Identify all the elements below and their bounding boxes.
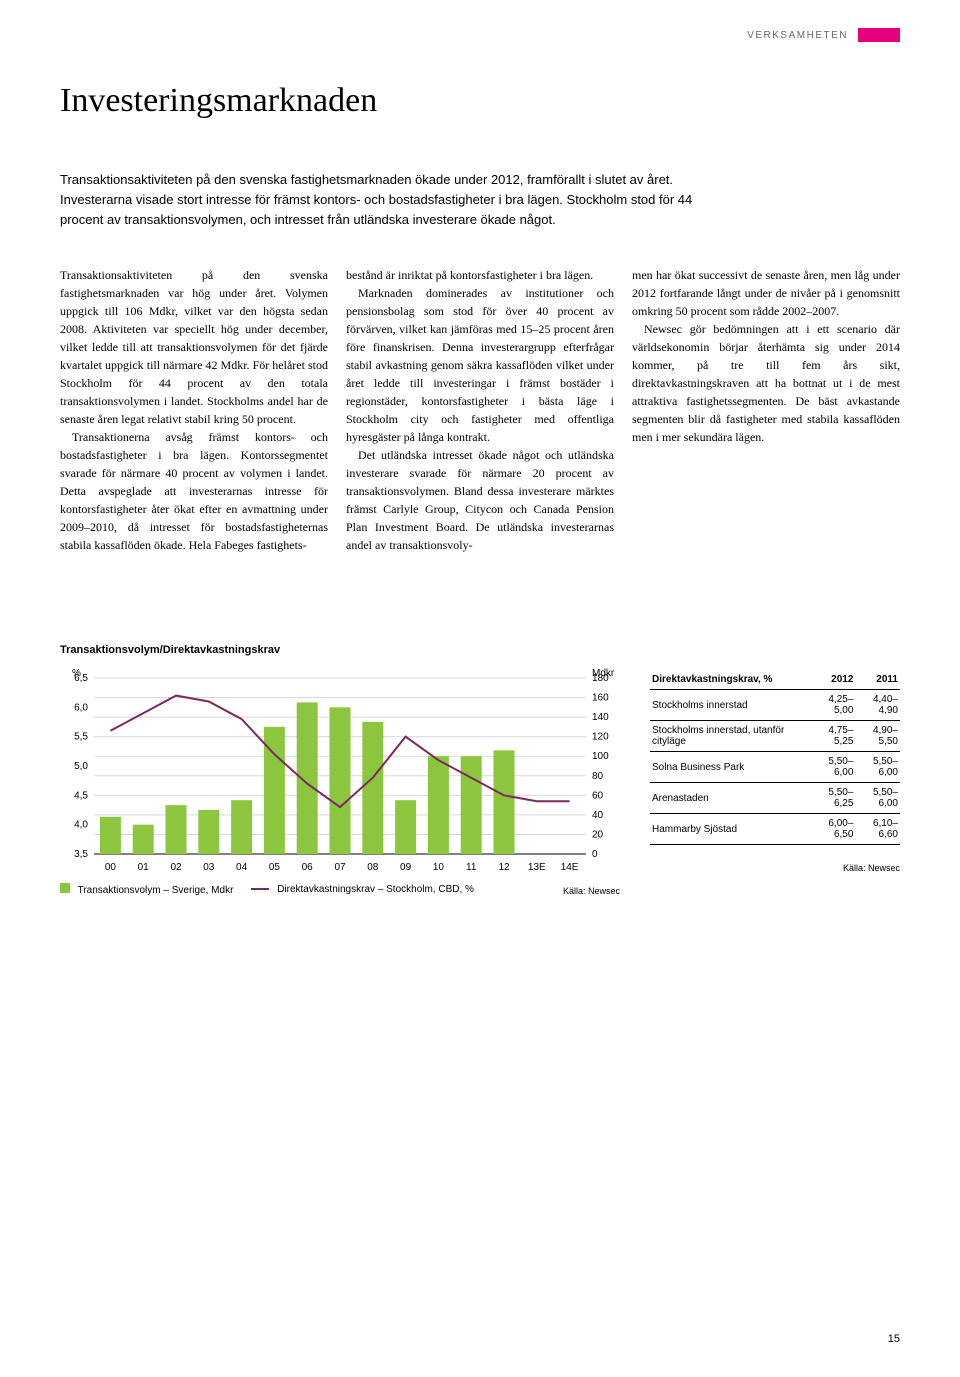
- svg-text:12: 12: [498, 862, 510, 873]
- legend-line: [251, 888, 269, 890]
- svg-text:05: 05: [269, 862, 281, 873]
- table-cell: 5,50–6,00: [855, 752, 900, 783]
- header-label: VERKSAMHETEN: [747, 30, 848, 41]
- column-3: men har ökat successivt de senaste åren,…: [632, 266, 900, 554]
- chart-section: Transaktionsvolym/Direktavkastningskrav …: [60, 644, 900, 896]
- table-header-row: Direktavkastningskrav, % 2012 2011: [650, 670, 900, 690]
- body-text: Transaktionerna avsåg främst kontors- oc…: [60, 428, 328, 554]
- table-row: Arenastaden5,50–6,255,50–6,00: [650, 783, 900, 814]
- table-header: 2012: [811, 670, 856, 690]
- svg-text:13E: 13E: [528, 862, 546, 873]
- svg-text:11: 11: [466, 862, 477, 873]
- svg-text:3,5: 3,5: [74, 849, 88, 860]
- table-cell: 4,25–5,00: [811, 690, 856, 721]
- svg-text:03: 03: [203, 862, 215, 873]
- table-source: Källa: Newsec: [650, 863, 900, 873]
- svg-text:4,0: 4,0: [74, 820, 88, 831]
- svg-text:5,0: 5,0: [74, 761, 88, 772]
- svg-text:60: 60: [592, 791, 604, 802]
- requirement-table: Direktavkastningskrav, % 2012 2011 Stock…: [650, 670, 900, 845]
- svg-text:08: 08: [367, 862, 379, 873]
- intro-paragraph: Transaktionsaktiviteten på den svenska f…: [60, 170, 700, 230]
- svg-text:10: 10: [433, 862, 445, 873]
- column-1: Transaktionsaktiviteten på den svenska f…: [60, 266, 328, 554]
- legend-label: Direktavkastningskrav – Stockholm, CBD, …: [277, 884, 474, 895]
- body-text: bestånd är inriktat på kontorsfastighete…: [346, 266, 614, 284]
- body-text: Marknaden dominerades av institutioner o…: [346, 284, 614, 446]
- table-row: Solna Business Park5,50–6,005,50–6,00: [650, 752, 900, 783]
- svg-text:6,5: 6,5: [74, 673, 88, 684]
- body-columns: Transaktionsaktiviteten på den svenska f…: [60, 266, 900, 554]
- svg-text:06: 06: [302, 862, 314, 873]
- svg-text:00: 00: [105, 862, 117, 873]
- table-cell: 5,50–6,00: [855, 783, 900, 814]
- body-text: Det utländska intresset ökade något och …: [346, 446, 614, 554]
- svg-text:4,5: 4,5: [74, 791, 88, 802]
- column-2: bestånd är inriktat på kontorsfastighete…: [346, 266, 614, 554]
- table-cell: 6,10–6,60: [855, 814, 900, 845]
- svg-text:5,5: 5,5: [74, 732, 88, 743]
- svg-text:09: 09: [400, 862, 412, 873]
- body-text: Newsec gör bedömningen att i ett scenari…: [632, 320, 900, 446]
- chart-svg: %Mdkr6,56,05,55,04,54,03,518016014012010…: [60, 666, 620, 876]
- svg-text:140: 140: [592, 713, 609, 724]
- chart-area: Transaktionsvolym/Direktavkastningskrav …: [60, 644, 620, 896]
- chart-source: Källa: Newsec: [563, 886, 620, 896]
- table-cell: 4,90–5,50: [855, 721, 900, 752]
- table-cell: 4,75–5,25: [811, 721, 856, 752]
- header-bar: VERKSAMHETEN: [0, 0, 960, 42]
- page-number: 15: [888, 1333, 900, 1345]
- table-area: Direktavkastningskrav, % 2012 2011 Stock…: [650, 670, 900, 896]
- page-title: Investeringsmarknaden: [60, 82, 960, 120]
- table-header: 2011: [855, 670, 900, 690]
- svg-text:20: 20: [592, 830, 604, 841]
- chart-wrap: %Mdkr6,56,05,55,04,54,03,518016014012010…: [60, 666, 620, 876]
- table-cell: 4,40–4,90: [855, 690, 900, 721]
- table-row: Stockholms innerstad, utanför cityläge4,…: [650, 721, 900, 752]
- table-header: Direktavkastningskrav, %: [650, 670, 811, 690]
- table-row: Hammarby Sjöstad6,00–6,506,10–6,60: [650, 814, 900, 845]
- svg-text:14E: 14E: [561, 862, 579, 873]
- svg-text:01: 01: [138, 862, 150, 873]
- table-cell: Solna Business Park: [650, 752, 811, 783]
- svg-text:0: 0: [592, 849, 598, 860]
- svg-text:120: 120: [592, 732, 609, 743]
- table-cell: 5,50–6,25: [811, 783, 856, 814]
- table-cell: Arenastaden: [650, 783, 811, 814]
- legend-item: Direktavkastningskrav – Stockholm, CBD, …: [251, 884, 474, 895]
- chart-legend: Transaktionsvolym – Sverige, Mdkr Direkt…: [60, 882, 620, 896]
- table-cell: 5,50–6,00: [811, 752, 856, 783]
- legend-label: Transaktionsvolym – Sverige, Mdkr: [78, 885, 234, 896]
- svg-text:160: 160: [592, 693, 609, 704]
- body-text: men har ökat successivt de senaste åren,…: [632, 266, 900, 320]
- header-accent: [858, 28, 900, 42]
- svg-text:80: 80: [592, 771, 604, 782]
- chart-title: Transaktionsvolym/Direktavkastningskrav: [60, 644, 620, 656]
- svg-text:02: 02: [170, 862, 182, 873]
- table-cell: 6,00–6,50: [811, 814, 856, 845]
- svg-text:40: 40: [592, 810, 604, 821]
- table-cell: Hammarby Sjöstad: [650, 814, 811, 845]
- svg-text:04: 04: [236, 862, 248, 873]
- svg-text:100: 100: [592, 752, 609, 763]
- svg-text:180: 180: [592, 673, 609, 684]
- legend-swatch: [60, 883, 70, 893]
- table-cell: Stockholms innerstad: [650, 690, 811, 721]
- svg-text:6,0: 6,0: [74, 703, 88, 714]
- svg-text:07: 07: [334, 862, 346, 873]
- body-text: Transaktionsaktiviteten på den svenska f…: [60, 266, 328, 428]
- table-cell: Stockholms innerstad, utanför cityläge: [650, 721, 811, 752]
- legend-item: Transaktionsvolym – Sverige, Mdkr: [60, 883, 233, 896]
- table-row: Stockholms innerstad4,25–5,004,40–4,90: [650, 690, 900, 721]
